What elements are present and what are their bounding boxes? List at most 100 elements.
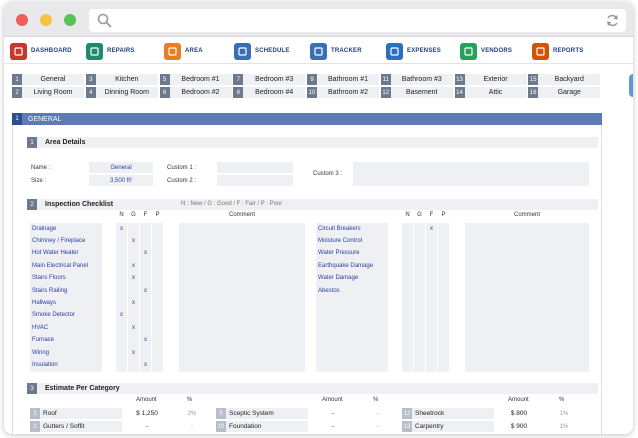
condition-g-checkbox[interactable] (128, 223, 139, 234)
condition-g-checkbox[interactable]: x (132, 262, 135, 269)
condition-g-checkbox[interactable]: x (132, 349, 135, 356)
condition-p-checkbox[interactable] (152, 359, 163, 370)
condition-f-checkbox[interactable]: x (144, 287, 147, 294)
minimize-window-button[interactable] (40, 14, 52, 26)
condition-f-checkbox[interactable]: x (144, 250, 147, 257)
left-checklist-comment-field[interactable] (179, 223, 305, 372)
custom3-field[interactable] (353, 162, 589, 186)
condition-f-checkbox[interactable] (426, 260, 437, 271)
condition-g-checkbox[interactable] (128, 248, 139, 259)
condition-g-checkbox[interactable] (414, 273, 425, 284)
custom2-field[interactable] (217, 175, 293, 186)
condition-n-checkbox[interactable] (116, 347, 127, 358)
condition-f-checkbox[interactable] (140, 235, 151, 246)
condition-n-checkbox[interactable] (402, 248, 413, 259)
condition-p-checkbox[interactable] (152, 335, 163, 346)
condition-n-checkbox[interactable]: x (120, 312, 123, 319)
condition-n-checkbox[interactable] (116, 260, 127, 271)
nav-reports[interactable]: REPORTS (526, 38, 608, 64)
condition-f-checkbox[interactable]: x (430, 225, 433, 232)
tab-general[interactable]: 1 General (12, 74, 86, 86)
tab-garage[interactable]: 16 Garage (528, 87, 602, 99)
tab-bathroom-2[interactable]: 10 Bathroom #2 (307, 87, 381, 99)
custom1-field[interactable] (217, 162, 293, 173)
estimate-amount-field[interactable]: - (331, 410, 335, 417)
condition-p-checkbox[interactable] (438, 235, 449, 246)
tab-basement[interactable]: 12 Basement (380, 87, 455, 99)
condition-f-checkbox[interactable] (140, 260, 151, 271)
condition-p-checkbox[interactable] (152, 310, 163, 321)
nav-tracker[interactable]: TRACKER (304, 38, 380, 64)
condition-g-checkbox[interactable] (414, 223, 425, 234)
condition-p-checkbox[interactable] (152, 223, 163, 234)
condition-n-checkbox[interactable] (402, 273, 413, 284)
condition-p-checkbox[interactable] (438, 260, 449, 271)
condition-f-checkbox[interactable] (140, 310, 151, 321)
condition-p-checkbox[interactable] (438, 285, 449, 296)
condition-f-checkbox[interactable] (140, 297, 151, 308)
right-checklist-comment-field[interactable] (465, 223, 589, 372)
condition-p-checkbox[interactable] (438, 248, 449, 259)
condition-p-checkbox[interactable] (152, 322, 163, 333)
condition-n-checkbox[interactable] (116, 248, 127, 259)
condition-f-checkbox[interactable] (426, 235, 437, 246)
tab-exterior[interactable]: 13 Exterior (454, 74, 529, 86)
condition-f-checkbox[interactable] (140, 273, 151, 284)
tab-kitchen[interactable]: 3 Kitchen (85, 74, 160, 86)
tab-living-room[interactable]: 2 Living Room (12, 87, 86, 99)
condition-n-checkbox[interactable] (402, 223, 413, 234)
nav-dashboard[interactable]: DASHBOARD (4, 38, 80, 64)
nav-repairs[interactable]: REPAIRS (80, 38, 158, 64)
condition-n-checkbox[interactable] (116, 285, 127, 296)
condition-f-checkbox[interactable]: x (144, 337, 147, 344)
tab-bathroom-3[interactable]: 11 Bathroom #3 (380, 74, 455, 86)
maximize-window-button[interactable] (64, 14, 76, 26)
nav-schedule[interactable]: SCHEDULE (228, 38, 304, 64)
condition-n-checkbox[interactable] (116, 297, 127, 308)
condition-f-checkbox[interactable]: x (144, 361, 147, 368)
name-field[interactable]: General (89, 162, 153, 173)
condition-g-checkbox[interactable] (128, 310, 139, 321)
condition-f-checkbox[interactable] (140, 322, 151, 333)
estimate-amount-field[interactable]: - (331, 423, 335, 430)
condition-p-checkbox[interactable] (152, 297, 163, 308)
condition-p-checkbox[interactable] (152, 273, 163, 284)
side-scroll-handle[interactable] (629, 74, 633, 97)
condition-f-checkbox[interactable] (426, 285, 437, 296)
condition-f-checkbox[interactable] (140, 347, 151, 358)
condition-g-checkbox[interactable] (414, 235, 425, 246)
tab-backyard[interactable]: 15 Backyard (528, 74, 602, 86)
nav-area[interactable]: AREA (158, 38, 228, 64)
close-window-button[interactable] (16, 14, 28, 26)
condition-g-checkbox[interactable] (128, 335, 139, 346)
estimate-amount-field[interactable]: - (145, 423, 149, 430)
condition-g-checkbox[interactable] (414, 260, 425, 271)
condition-p-checkbox[interactable] (152, 347, 163, 358)
condition-g-checkbox[interactable]: x (132, 324, 135, 331)
condition-n-checkbox[interactable] (116, 235, 127, 246)
tab-bedroom-1[interactable]: 5 Bedroom #1 (159, 74, 234, 86)
reload-icon[interactable] (605, 13, 620, 30)
condition-p-checkbox[interactable] (152, 235, 163, 246)
condition-g-checkbox[interactable]: x (132, 275, 135, 282)
condition-n-checkbox[interactable] (116, 359, 127, 370)
address-bar[interactable] (89, 9, 626, 32)
condition-n-checkbox[interactable] (116, 273, 127, 284)
condition-p-checkbox[interactable] (152, 260, 163, 271)
tab-bedroom-3[interactable]: 7 Bedroom #3 (233, 74, 307, 86)
condition-n-checkbox[interactable]: x (120, 225, 123, 232)
condition-n-checkbox[interactable] (402, 285, 413, 296)
condition-n-checkbox[interactable] (402, 260, 413, 271)
condition-g-checkbox[interactable] (128, 285, 139, 296)
tab-bedroom-2[interactable]: 6 Bedroom #2 (159, 87, 234, 99)
condition-n-checkbox[interactable] (116, 322, 127, 333)
condition-g-checkbox[interactable]: x (132, 299, 135, 306)
tab-dinning-room[interactable]: 4 Dinning Room (85, 87, 160, 99)
condition-f-checkbox[interactable] (426, 248, 437, 259)
condition-n-checkbox[interactable] (402, 235, 413, 246)
estimate-amount-field[interactable]: $ 900 (510, 423, 528, 430)
condition-p-checkbox[interactable] (438, 223, 449, 234)
condition-p-checkbox[interactable] (152, 248, 163, 259)
nav-vendors[interactable]: VENDORS (454, 38, 526, 64)
condition-g-checkbox[interactable] (128, 359, 139, 370)
